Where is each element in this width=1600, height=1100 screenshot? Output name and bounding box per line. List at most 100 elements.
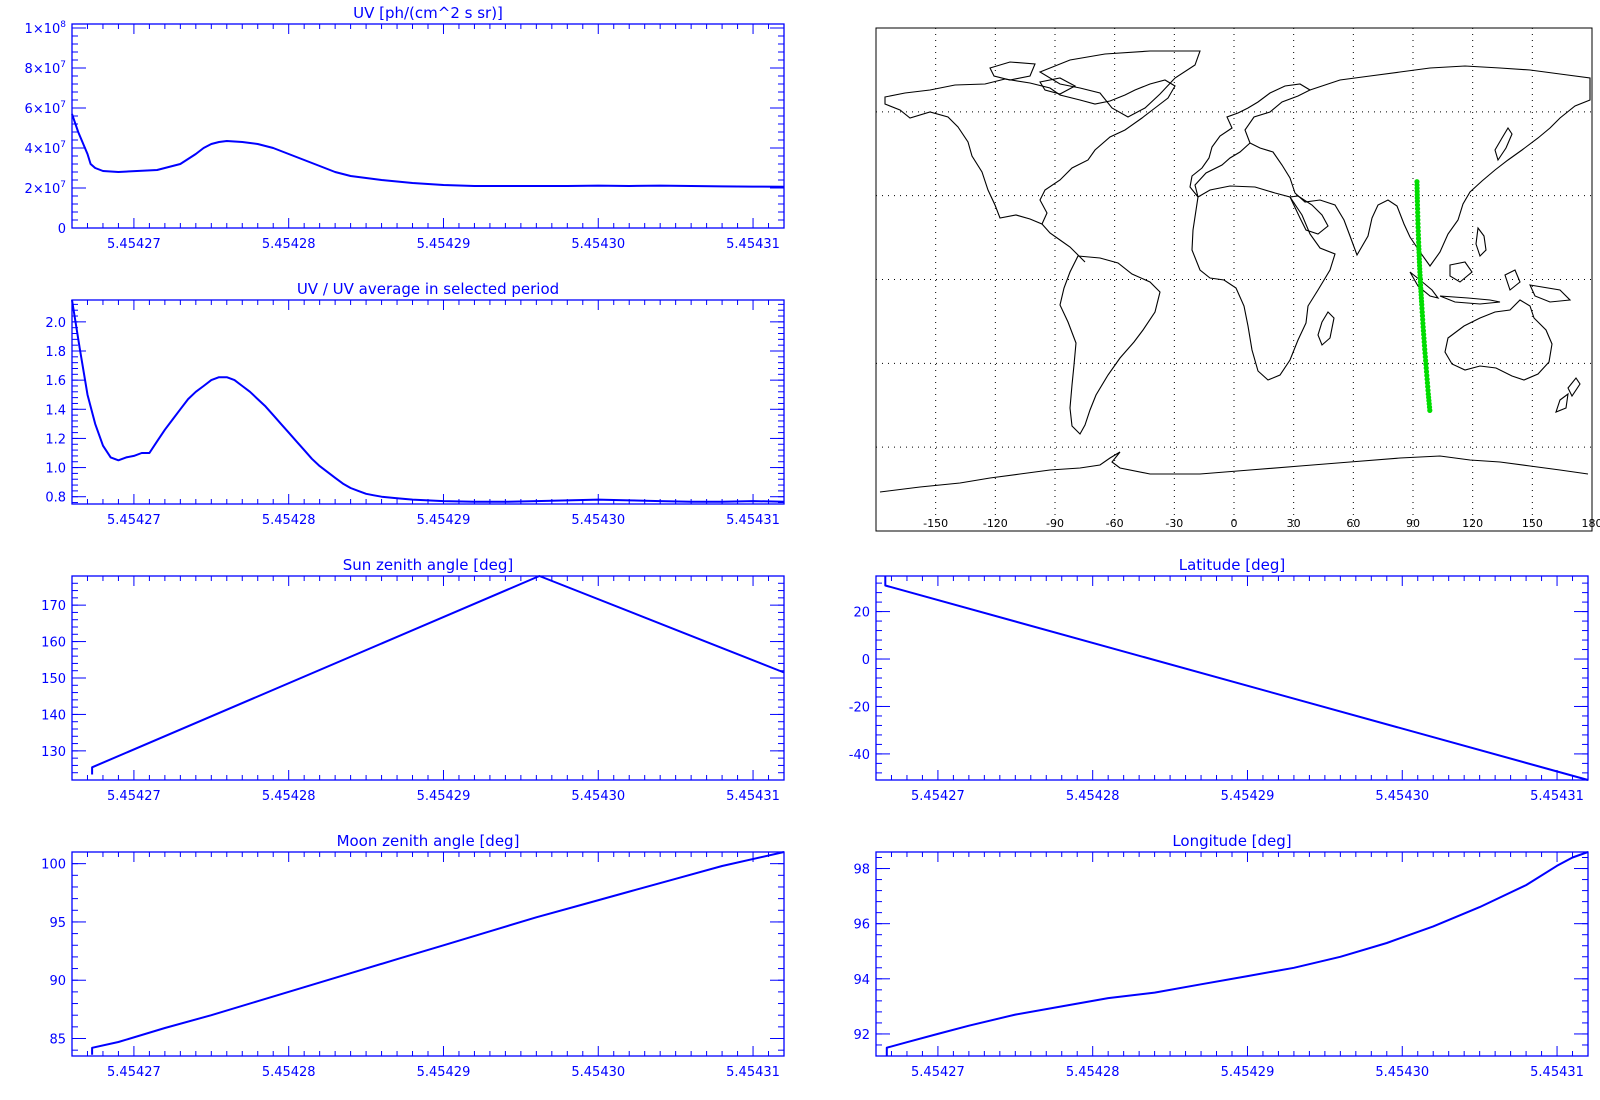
map-longitude-label: -90 <box>1046 517 1064 530</box>
track-point <box>1423 365 1429 371</box>
map-longitude-labels: -150 -120 -90 -60 -30 0 30 60 90 120 150 180 <box>923 517 1600 530</box>
x-tick-label: 5.45429 <box>1221 789 1275 804</box>
map-longitude-label: -60 <box>1106 517 1124 530</box>
map-longitude-label: 60 <box>1346 517 1360 530</box>
track-point <box>1419 305 1425 311</box>
track-point <box>1421 331 1427 338</box>
x-tick-label: 5.45431 <box>726 237 780 252</box>
track-point <box>1423 369 1430 375</box>
chart-title: UV / UV average in selected period <box>297 280 559 298</box>
y-tick-label: 170 <box>41 599 66 614</box>
x-tick-label: 5.45427 <box>107 237 161 252</box>
x-tick-label: 5.45431 <box>726 1065 780 1080</box>
track-point <box>1423 357 1429 364</box>
x-tick-label: 5.45427 <box>107 513 161 528</box>
y-tick-label: 2.0 <box>45 316 66 331</box>
track-point <box>1420 316 1426 323</box>
plot-frame <box>71 575 785 781</box>
track-point <box>1425 387 1431 393</box>
chart-title: UV [ph/(cm^2 s sr)] <box>353 4 503 22</box>
satellite-track-points <box>1414 179 1433 413</box>
series-line-sun-zenith <box>91 575 785 775</box>
y-tick-label: 1.6 <box>45 374 66 389</box>
y-tick-label: 98 <box>853 863 870 878</box>
x-tick-label: 5.45429 <box>417 513 471 528</box>
plot-frame <box>875 851 1589 1057</box>
y-tick-label: 6×107 <box>25 100 66 117</box>
track-point <box>1421 335 1427 341</box>
x-tick-label: 5.45429 <box>1221 1065 1275 1080</box>
x-tick-label: 5.45429 <box>417 789 471 804</box>
track-point <box>1419 313 1426 319</box>
coastline-madagascar <box>1317 311 1335 346</box>
x-tick-label: 5.45431 <box>726 789 780 804</box>
track-point <box>1415 217 1421 223</box>
chart-title: Latitude [deg] <box>1179 556 1285 574</box>
x-tick-label: 5.45430 <box>571 789 625 804</box>
x-tick-label: 5.45431 <box>1530 789 1584 804</box>
x-tick-label: 5.45428 <box>262 237 316 252</box>
track-point <box>1425 384 1431 390</box>
coastline-asia <box>1249 65 1591 267</box>
series-line-longitude <box>885 851 1589 1056</box>
series-line-latitude <box>884 576 1589 781</box>
track-point <box>1419 302 1425 308</box>
coastline-philippines <box>1475 226 1487 258</box>
coastline-indonesia <box>1409 261 1572 305</box>
map-longitude-label: 0 <box>1231 517 1238 530</box>
world-map-panel: -150 -120 -90 -60 -30 0 30 60 90 120 150 180 <box>875 27 1600 532</box>
x-tick-label: 5.45428 <box>262 789 316 804</box>
coastline-south-america <box>1059 255 1161 435</box>
track-point <box>1424 376 1430 382</box>
y-tick-label: 92 <box>853 1028 870 1043</box>
map-longitude-label: -120 <box>983 517 1008 530</box>
track-point <box>1422 346 1428 352</box>
track-point <box>1423 361 1429 367</box>
track-point <box>1422 350 1428 356</box>
chart-latitude: Latitude [deg] 5.45427 5.45428 5.45429 5.454… <box>849 556 1589 804</box>
x-tick-label: 5.45430 <box>571 237 625 252</box>
track-point <box>1422 354 1428 360</box>
x-tick-label: 5.45428 <box>1066 1065 1120 1080</box>
coastline-new-zealand <box>1555 377 1581 413</box>
x-tick-label: 5.45428 <box>262 513 316 528</box>
track-point <box>1415 228 1421 234</box>
y-tick-label: 0.8 <box>45 491 66 506</box>
y-tick-label: 130 <box>41 745 66 760</box>
y-tick-label: 140 <box>41 708 66 723</box>
map-coastlines <box>879 50 1591 493</box>
x-tick-label: 5.45430 <box>571 1065 625 1080</box>
series-line-uv <box>71 113 785 188</box>
chart-title: Longitude [deg] <box>1172 832 1291 850</box>
map-longitude-label: 120 <box>1462 517 1483 530</box>
coastline-japan <box>1494 126 1513 162</box>
coastline-arctic-islands <box>989 61 1077 95</box>
x-tick-label: 5.45431 <box>726 513 780 528</box>
track-point <box>1416 239 1422 245</box>
series-line-uv-ratio <box>71 299 785 503</box>
track-point <box>1415 221 1421 227</box>
map-longitude-label: -150 <box>923 517 948 530</box>
y-tick-label: 2×107 <box>25 180 66 197</box>
y-tick-label: 1.8 <box>45 345 66 360</box>
track-point <box>1420 328 1427 334</box>
track-point <box>1419 309 1425 315</box>
y-tick-label: 1.4 <box>45 403 66 418</box>
coastline-africa <box>1191 185 1336 381</box>
map-longitude-label: 30 <box>1287 517 1301 530</box>
y-tick-label: 20 <box>853 606 870 621</box>
y-tick-label: 95 <box>49 916 66 931</box>
plots-layer: UV [ph/(cm^2 s sr)] 5.45427 5.45428 5.45429… <box>25 4 1589 1080</box>
coastline-europe <box>1189 83 1312 198</box>
x-tick-label: 5.45427 <box>911 1065 965 1080</box>
coastline-greenland <box>1038 50 1201 118</box>
y-tick-label: 0 <box>58 222 66 237</box>
plot-frame <box>875 575 1589 781</box>
chart-title: Moon zenith angle [deg] <box>337 832 520 850</box>
track-point <box>1415 209 1421 216</box>
y-tick-label: 8×107 <box>25 60 66 77</box>
x-tick-label: 5.45427 <box>911 789 965 804</box>
y-tick-label: 85 <box>49 1033 66 1048</box>
chart-longitude: Longitude [deg] 5.45427 5.45428 5.45429 5.45… <box>853 832 1589 1080</box>
chart-uv: UV [ph/(cm^2 s sr)] 5.45427 5.45428 5.45429… <box>25 4 785 252</box>
